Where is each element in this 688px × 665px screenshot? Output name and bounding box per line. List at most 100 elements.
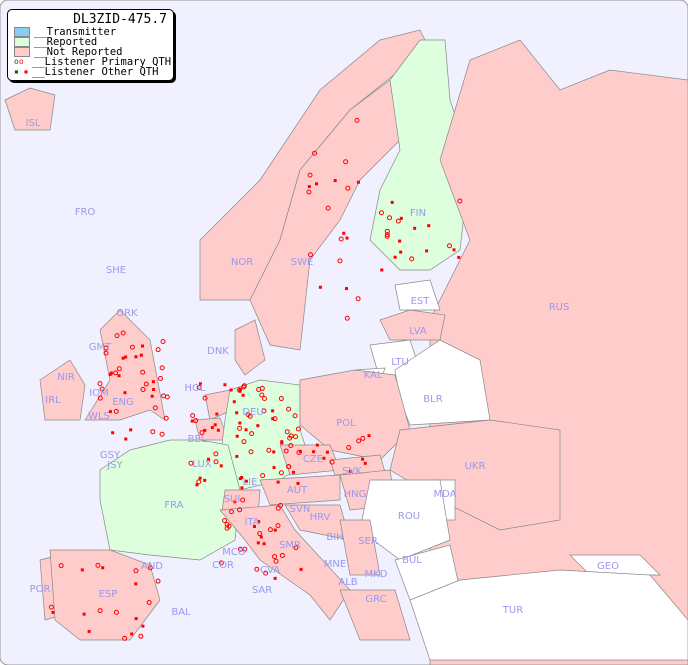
listener-primary-marker <box>293 545 299 551</box>
listener-primary-marker <box>241 384 247 390</box>
listener-other-marker <box>238 477 242 481</box>
country-label-lux: LUX <box>192 459 211 470</box>
country-label-bel: BEL <box>188 434 207 445</box>
listener-other-marker <box>121 356 125 360</box>
listener-other-marker <box>333 179 337 183</box>
listener-other-marker <box>198 476 202 480</box>
listener-primary-marker <box>146 599 152 605</box>
country-label-svk: SVK <box>342 466 362 477</box>
listener-other-marker <box>425 249 429 253</box>
listener-primary-marker <box>259 392 265 398</box>
listener-other-marker <box>195 483 199 487</box>
listener-primary-marker <box>457 198 463 204</box>
listener-primary-marker <box>240 497 246 503</box>
listener-primary-marker <box>296 449 302 455</box>
listener-other-marker <box>273 528 277 532</box>
listener-primary-marker <box>337 258 343 264</box>
country-label-mco: MCO <box>222 547 246 558</box>
country-label-sui: SUI <box>224 494 241 505</box>
country-pol <box>299 369 411 461</box>
listener-other-marker <box>292 470 296 474</box>
country-aut <box>259 474 341 506</box>
listener-primary-marker <box>354 117 360 123</box>
country-tur <box>409 569 688 661</box>
country-label-smr: SMR <box>279 540 301 551</box>
country-label-geo: GEO <box>597 561 619 572</box>
listener-other-marker <box>87 629 91 633</box>
listener-primary-marker <box>116 366 122 372</box>
listener-primary-marker <box>447 243 453 249</box>
listener-primary-marker <box>48 604 54 610</box>
listener-other-marker <box>312 450 316 454</box>
listener-other-marker <box>398 239 402 243</box>
country-label-rou: ROU <box>398 511 420 522</box>
listener-primary-marker <box>343 159 349 165</box>
listener-primary-marker <box>229 509 235 515</box>
listener-primary-marker <box>237 507 243 513</box>
listener-other-marker <box>325 450 329 454</box>
country-label-bih: BIH <box>326 532 343 543</box>
listener-other-marker <box>238 421 242 425</box>
listener-other-marker <box>322 456 326 460</box>
listener-primary-marker <box>283 448 289 454</box>
listener-primary-marker <box>263 570 269 576</box>
listener-other-marker <box>141 624 145 628</box>
listener-other-marker <box>198 382 202 386</box>
country-label-eng: ENG <box>112 397 134 408</box>
listener-primary-marker <box>155 347 161 353</box>
country-fin <box>369 39 471 271</box>
listener-other-marker <box>235 411 239 415</box>
listener-primary-marker <box>267 527 273 533</box>
listener-other-marker <box>299 567 303 571</box>
listener-other-marker <box>223 383 227 387</box>
listener-primary-marker <box>120 330 126 336</box>
country-label-cze: CZE <box>303 454 323 465</box>
listener-other-marker <box>124 437 128 441</box>
listener-other-marker <box>190 419 194 423</box>
listener-primary-marker <box>114 333 120 339</box>
listener-other-marker <box>345 287 349 291</box>
listener-primary-marker <box>237 546 243 552</box>
listener-other-marker <box>457 255 461 259</box>
listener-primary-marker <box>152 405 158 411</box>
country-label-gmt: GMT <box>89 342 112 353</box>
listener-primary-marker <box>159 365 165 371</box>
listener-primary-marker <box>222 518 228 524</box>
country-label-deu: DEU <box>242 407 263 418</box>
listener-other-marker <box>51 610 55 614</box>
country-label-fra: FRA <box>164 500 183 511</box>
country-label-cor: COR <box>212 560 234 571</box>
listener-primary-marker <box>293 434 299 440</box>
listener-other-marker <box>216 428 220 432</box>
country-label-isl: ISL <box>26 118 41 129</box>
listener-other-marker <box>101 566 105 570</box>
listener-other-marker <box>314 182 318 186</box>
listener-other-marker <box>229 388 233 392</box>
listener-primary-marker <box>99 386 105 392</box>
listener-primary-marker <box>133 568 139 574</box>
listener-primary-marker <box>260 473 266 479</box>
country-label-nor: NOR <box>231 257 253 268</box>
listener-other-marker <box>238 388 242 392</box>
legend-label: __Listener Other QTH <box>32 66 159 78</box>
listener-primary-marker <box>241 439 247 445</box>
country-isl <box>4 87 56 131</box>
legend-label: __Listener Primary QTH <box>32 56 172 68</box>
listener-other-marker <box>271 417 275 421</box>
country-label-ltu: LTU <box>391 357 409 368</box>
listener-primary-marker <box>356 438 362 444</box>
listener-other-marker <box>152 388 156 392</box>
legend-transmitter: __Transmitter <box>8 27 173 37</box>
listener-other-marker <box>273 576 277 580</box>
listener-other-marker <box>315 443 319 447</box>
country-label-grc: GRC <box>365 594 386 605</box>
listener-primary-marker <box>196 385 202 391</box>
listener-other-marker <box>123 391 127 395</box>
listener-other-marker <box>280 441 284 445</box>
country-label-bul: BUL <box>402 555 422 566</box>
country-label-she: SHE <box>106 265 126 276</box>
listener-other-marker <box>238 389 242 393</box>
listener-primary-marker <box>387 215 393 221</box>
